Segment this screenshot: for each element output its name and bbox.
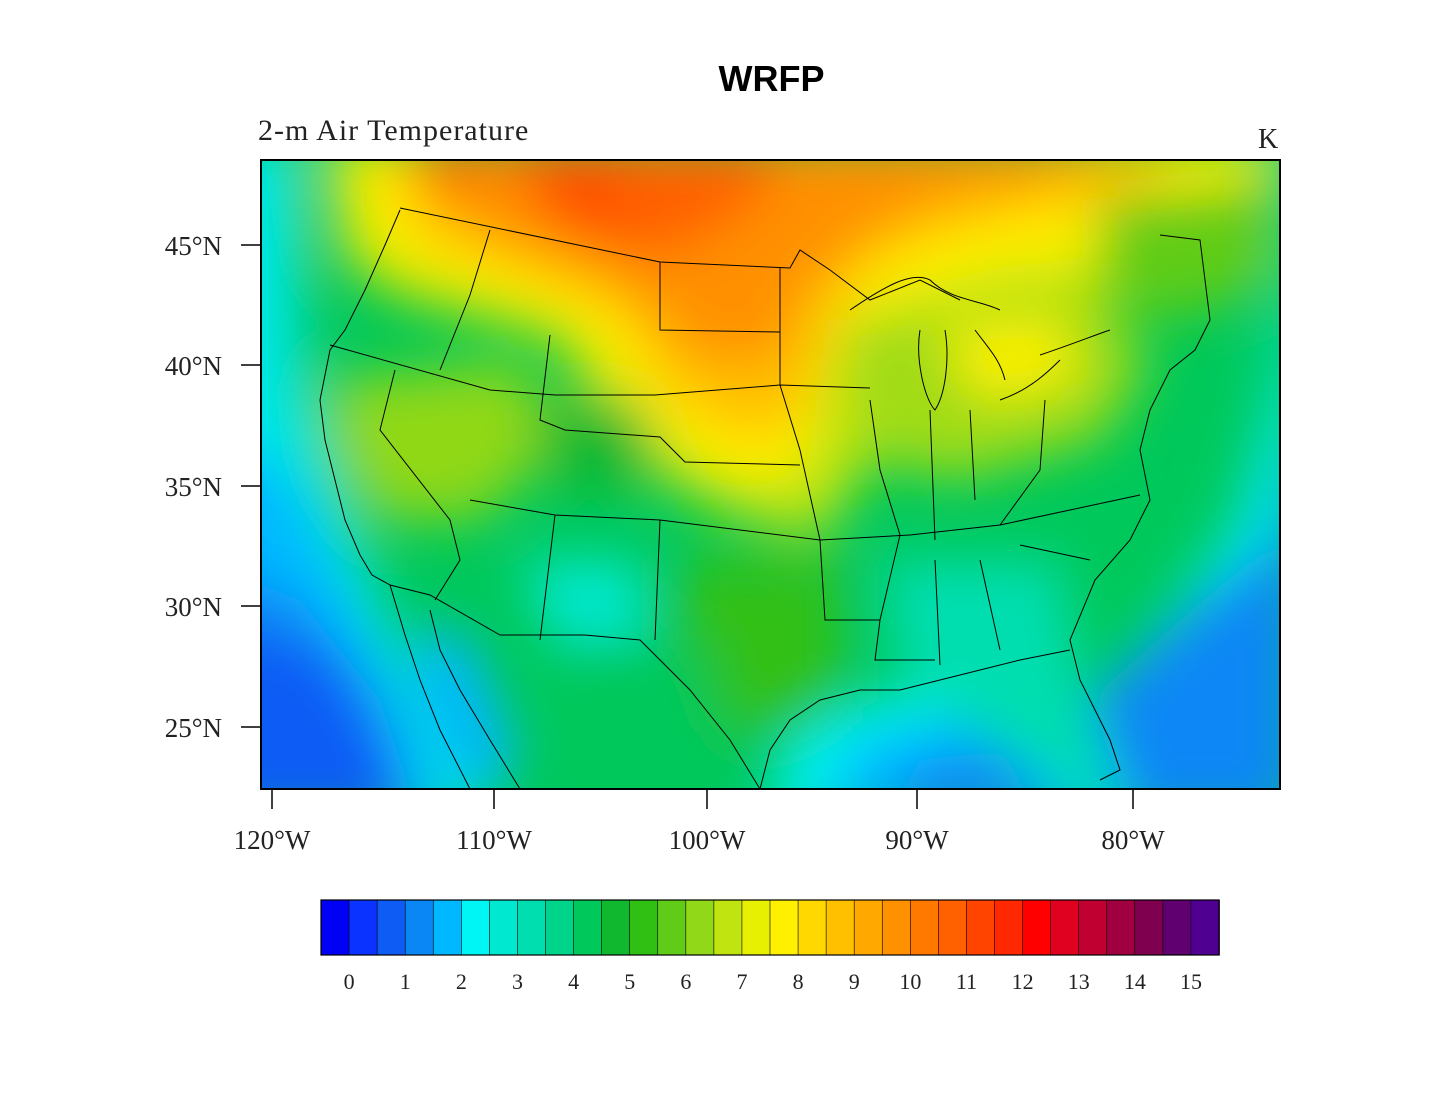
colorbar-swatch [881,899,912,956]
lon-axis [271,789,1134,809]
colorbar-swatch [1050,899,1080,956]
lon-label-80w: 80°W [1101,825,1165,855]
colorbar-swatch [938,899,968,956]
temperature-field [261,160,1280,789]
chart-subtitle: 2-m Air Temperature [258,114,530,147]
colorbar-swatch [1162,899,1192,956]
lat-axis [241,244,261,728]
lon-label-90w: 90°W [885,825,949,855]
lat-label-30: 30°N [165,592,222,622]
colorbar-swatch [489,899,519,956]
map-frame [260,159,1281,790]
colorbar-swatch [769,899,799,956]
colorbar-tick-label: 15 [1180,969,1202,994]
lon-label-110w: 110°W [456,825,532,855]
colorbar-swatch [1134,899,1164,956]
colorbar-swatch [1190,899,1220,956]
colorbar-swatch [713,899,743,956]
lon-label-120w: 120°W [234,825,311,855]
colorbar-tick-label: 7 [736,969,747,994]
colorbar-swatch [1022,899,1052,956]
colorbar-swatch [573,899,603,956]
colorbar-tick-label: 9 [849,969,860,994]
chart-title: WRFP [718,58,825,99]
colorbar-tick-label: 2 [456,969,467,994]
colorbar-swatch [461,899,491,956]
colorbar-tick-label: 14 [1124,969,1146,994]
colorbar-swatch [1106,899,1136,956]
colorbar-swatch [348,899,378,956]
colorbar-tick-label: 13 [1068,969,1090,994]
colorbar-swatch [685,899,715,956]
boundary-lines [319,207,1211,789]
colorbar-swatch [1078,899,1108,956]
colorbar-swatch [797,899,827,956]
colorbar-swatch [404,899,435,956]
colorbar-tick-label: 6 [680,969,691,994]
lat-label-45: 45°N [165,231,222,261]
lon-label-100w: 100°W [669,825,746,855]
colorbar-swatch [376,899,406,956]
colorbar-swatch [994,899,1024,956]
colorbar-tick-label: 1 [400,969,411,994]
lat-label-25: 25°N [165,713,222,743]
colorbar-swatch [517,899,547,956]
colorbar-swatch [825,899,855,956]
colorbar-swatch [741,899,771,956]
colorbar-swatch [320,899,350,956]
lat-label-40: 40°N [165,351,222,381]
colorbar-tick-label: 0 [344,969,355,994]
units-label: K [1258,124,1279,155]
colorbar-labels: 0 1 2 3 4 5 6 7 8 9 10 11 12 13 14 15 [344,969,1202,994]
colorbar-swatch [910,899,940,956]
colorbar-swatch [432,899,463,956]
colorbar-tick-label: 3 [512,969,523,994]
colorbar-tick-label: 5 [624,969,635,994]
colorbar-swatch [657,899,687,956]
colorbar [320,899,1220,956]
colorbar-tick-label: 11 [956,969,977,994]
colorbar-tick-label: 4 [568,969,579,994]
colorbar-swatch [545,899,575,956]
colorbar-swatch [601,899,631,956]
colorbar-swatch [853,899,884,956]
colorbar-tick-label: 12 [1012,969,1034,994]
colorbar-tick-label: 10 [899,969,921,994]
lat-label-35: 35°N [165,472,222,502]
colorbar-outline [320,899,1220,956]
colorbar-swatch [966,899,996,956]
colorbar-tick-label: 8 [793,969,804,994]
colorbar-swatch [629,899,659,956]
